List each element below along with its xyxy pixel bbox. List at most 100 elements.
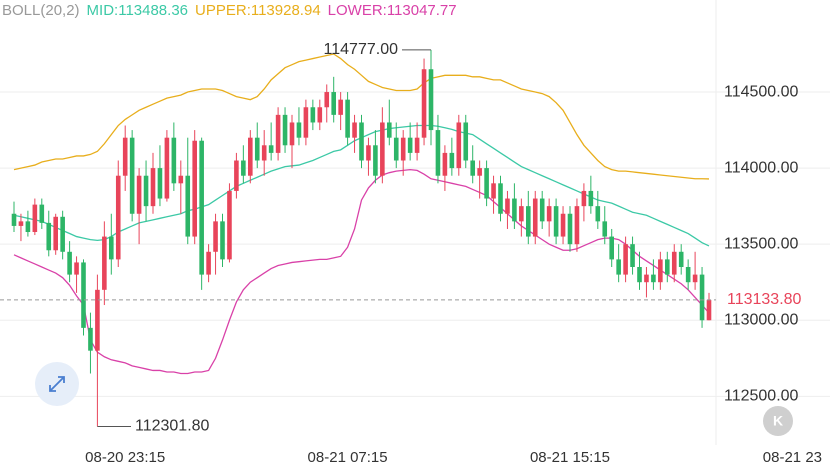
y-tick-label: 112500.00: [724, 388, 799, 405]
candle-body: [519, 206, 524, 222]
candle-body: [115, 175, 121, 260]
y-tick-label: 114500.00: [724, 83, 799, 100]
candle-body: [491, 183, 496, 199]
kline-circle[interactable]: [763, 406, 793, 436]
band-line: [13, 53, 710, 180]
candle-body: [560, 213, 566, 237]
y-tick-label: 113000.00: [724, 311, 799, 328]
candle-body: [463, 122, 469, 161]
candle-body: [671, 251, 677, 275]
candle-body: [498, 183, 503, 214]
candle-body: [366, 145, 371, 161]
indicator-label: BOLL(20,2): [2, 2, 80, 19]
candle-body: [414, 137, 420, 153]
candle-body: [623, 244, 628, 275]
candle-body: [685, 267, 691, 283]
candle-body: [421, 69, 427, 138]
legend: BOLL(20,2) MID:113488.36 UPPER:113928.94 L…: [2, 2, 457, 19]
candle-body: [456, 122, 462, 169]
candle-body: [616, 259, 621, 275]
last-price-box: [718, 288, 830, 311]
kline-button[interactable]: K: [763, 406, 793, 436]
candle-body: [435, 130, 441, 176]
legend-entry: UPPER:113928.94: [195, 2, 321, 19]
candle-body: [526, 206, 531, 237]
x-tick-label: 08-21 07:15: [308, 449, 388, 466]
candle-body: [692, 274, 698, 283]
candle-body: [157, 168, 163, 199]
candle-body: [60, 216, 65, 252]
candle-body: [581, 190, 587, 207]
candle-body: [11, 213, 17, 226]
candle-body: [484, 168, 489, 199]
candle-body: [46, 222, 52, 251]
candle-body: [102, 236, 107, 290]
candle-body: [567, 213, 573, 245]
min-label: 112301.80: [135, 418, 210, 435]
x-tick-label: 08-21 15:15: [530, 449, 610, 466]
candle-body: [122, 137, 128, 176]
x-tick-label: 08-21 23: [763, 449, 822, 466]
candle-body: [74, 262, 79, 275]
candle-body: [380, 122, 385, 176]
candle-body: [282, 114, 288, 146]
candle-body: [254, 137, 260, 161]
candle-body: [143, 175, 149, 207]
candle-body: [442, 152, 448, 176]
max-label: 114777.00: [324, 41, 399, 58]
candle-body: [53, 216, 58, 251]
candle-body: [658, 259, 663, 283]
candle-body: [213, 221, 218, 252]
legend-entry: MID:113488.36: [86, 2, 189, 19]
last-price-label: 113133.80: [727, 291, 802, 308]
candle-body: [407, 137, 413, 153]
candle-body: [539, 198, 545, 222]
candle-body: [595, 206, 601, 222]
candle-body: [95, 289, 100, 351]
kline-label[interactable]: K: [773, 413, 783, 429]
candle-body: [553, 206, 559, 237]
candle-body: [637, 267, 642, 283]
y-tick-label: 114000.00: [724, 159, 799, 176]
candle-body: [651, 274, 656, 283]
candle-body: [373, 145, 378, 176]
candle-body: [352, 122, 357, 138]
candle-body: [393, 137, 399, 161]
candle-body: [220, 221, 225, 260]
candle-body: [248, 137, 253, 176]
candle-body: [275, 114, 281, 153]
band-line: [13, 168, 710, 375]
candle-body: [345, 99, 350, 138]
expand-button[interactable]: [35, 362, 79, 406]
candle-body: [644, 274, 649, 283]
candle-body: [150, 168, 156, 207]
candle-body: [338, 99, 343, 115]
expand-icon[interactable]: [49, 376, 65, 392]
candle-body: [129, 137, 135, 214]
candle-body: [268, 145, 274, 153]
y-tick-label: 113500.00: [724, 235, 799, 252]
candle-body: [706, 299, 712, 321]
candle-body: [505, 198, 510, 214]
candle-body: [241, 160, 246, 176]
candle-body: [324, 92, 330, 108]
candle-body: [289, 122, 295, 146]
candle-body: [136, 175, 142, 214]
candle-body: [171, 137, 177, 184]
candle-body: [296, 122, 302, 138]
candle-body: [206, 251, 211, 275]
candle-body: [234, 160, 239, 191]
candle-body: [512, 198, 517, 222]
x-tick-label: 08-20 23:15: [85, 449, 165, 466]
candle-body: [630, 244, 635, 267]
candle-body: [317, 107, 323, 123]
candle-body: [303, 107, 309, 138]
candle-body: [678, 251, 684, 267]
legend-entry: LOWER:113047.77: [327, 2, 457, 19]
candle-body: [449, 152, 455, 169]
candle-body: [39, 204, 45, 223]
candle-body: [88, 327, 93, 351]
candle-body: [609, 236, 614, 260]
